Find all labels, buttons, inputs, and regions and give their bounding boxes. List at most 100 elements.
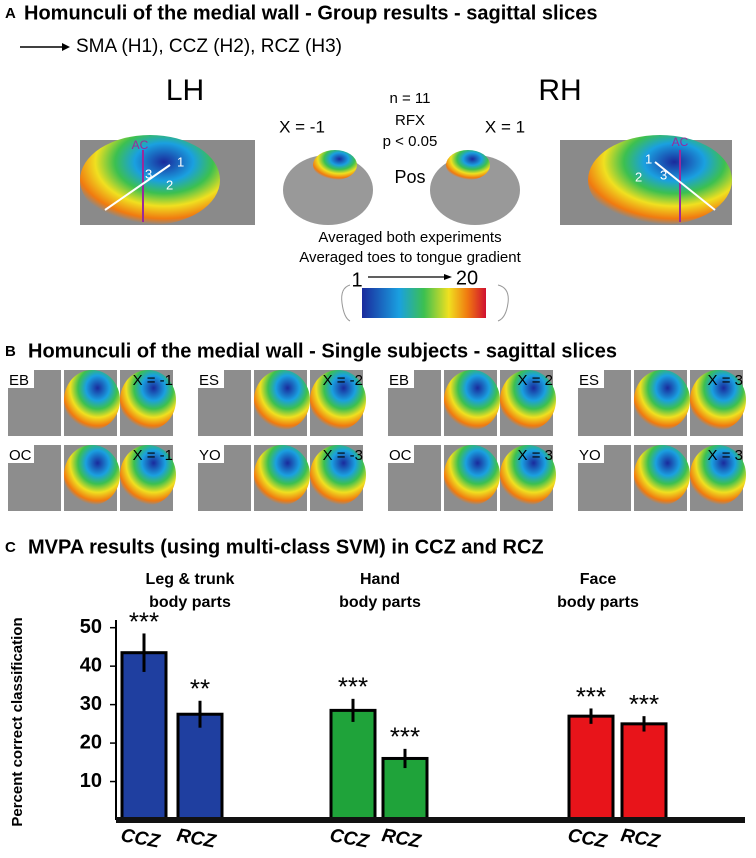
bar (176, 712, 224, 822)
arrow-number: 2 (635, 169, 642, 184)
activation (634, 445, 690, 505)
subject-label: ES (579, 372, 599, 389)
label-bg (388, 370, 414, 388)
activation (446, 150, 490, 180)
subject-label: YO (199, 447, 221, 464)
y-tick-label: 10 (80, 770, 102, 792)
panel-letter: C (5, 539, 16, 556)
stat: RFX (395, 112, 425, 129)
scale-max: 20 (456, 267, 478, 289)
arrow-number: 1 (645, 151, 652, 166)
significance: *** (629, 689, 659, 719)
bar (620, 722, 668, 822)
activation (254, 445, 310, 505)
significance: *** (390, 722, 420, 752)
color-scale (362, 288, 486, 318)
activation (310, 370, 366, 430)
activation (588, 135, 732, 225)
activation (310, 445, 366, 505)
panel-letter: A (5, 5, 16, 22)
stat: p < 0.05 (383, 133, 438, 150)
stat: n = 11 (389, 90, 430, 107)
arrow-number: 1 (177, 154, 184, 169)
ac-label: AC (132, 138, 149, 152)
panel-letter: B (5, 343, 16, 360)
slice-label: X = -1 (133, 447, 173, 464)
activation (254, 370, 310, 430)
subject-label: ES (199, 372, 219, 389)
label-bg (388, 445, 414, 463)
foot-icon (341, 284, 351, 322)
group-label: Hand (360, 571, 400, 588)
slice-label: X = -1 (279, 117, 325, 136)
x-tick-label: CCZ (119, 825, 162, 853)
activation (64, 370, 120, 430)
bar (567, 714, 615, 822)
label-bg (198, 445, 224, 463)
x-tick-label: RCZ (380, 825, 423, 853)
x-tick-label: CCZ (328, 825, 371, 853)
caption: Averaged both experiments (318, 229, 501, 246)
activation (120, 445, 176, 505)
bar-chart: 10 20 30 40 50 *** CCZ ** RCZ *** CCZ *** RCZ *** CCZ *… (80, 571, 745, 853)
x-tick-label: CCZ (566, 825, 609, 853)
activation (444, 370, 500, 430)
subject-label: EB (9, 372, 29, 389)
panel-title: Homunculi of the medial wall - Group res… (24, 2, 597, 24)
slice-label: X = -1 (133, 372, 173, 389)
arrow-number: 3 (145, 166, 152, 181)
arrow-head (62, 43, 70, 51)
activation (690, 445, 746, 505)
y-tick-label: 20 (80, 731, 102, 753)
hemisphere-label: RH (538, 74, 581, 107)
label-bg (8, 370, 34, 388)
significance: *** (338, 672, 368, 702)
group-label: Face (580, 571, 617, 588)
slice-label: X = 3 (708, 447, 743, 464)
bar (120, 651, 168, 822)
x-tick-label: RCZ (175, 825, 218, 853)
x-tick-label: RCZ (619, 825, 662, 853)
y-tick-label: 40 (80, 654, 102, 676)
activation (634, 370, 690, 430)
group-label: body parts (339, 594, 421, 611)
arrow (654, 161, 716, 211)
group-label: body parts (557, 594, 639, 611)
slice-label: X = 3 (708, 372, 743, 389)
slice-label: X = -2 (323, 372, 363, 389)
subject-label: OC (389, 447, 412, 464)
activation (500, 445, 556, 505)
activation (444, 445, 500, 505)
arrow-number: 3 (660, 167, 667, 182)
significance: *** (129, 606, 159, 636)
activation (313, 150, 357, 180)
caption: Averaged toes to tongue gradient (299, 249, 521, 266)
label-bg (578, 370, 604, 388)
legend-text: SMA (H1), CCZ (H2), RCZ (H3) (76, 36, 342, 57)
activation (120, 370, 176, 430)
group-label: body parts (149, 594, 231, 611)
slice-label: X = 3 (518, 447, 553, 464)
subject-grid: EB X = -1 ES X = -2 EB X = 2 ES X = 3 OC X = -1 YO… (8, 370, 746, 511)
panel-title: Homunculi of the medial wall - Single su… (28, 340, 617, 362)
ac-label: AC (672, 135, 689, 149)
scale-min: 1 (351, 269, 362, 291)
significance: *** (576, 681, 606, 711)
y-axis-label: Percent correct classification (9, 617, 26, 826)
arrow-number: 2 (166, 177, 173, 192)
bar (381, 756, 429, 822)
subject-label: OC (9, 447, 32, 464)
slice-label: X = 1 (485, 117, 525, 136)
bar (329, 708, 377, 822)
label-bg (578, 445, 604, 463)
arrow (104, 164, 171, 211)
hemisphere-label: LH (166, 74, 204, 107)
label-bg (8, 445, 34, 463)
activation (690, 370, 746, 430)
y-tick-label: 30 (80, 693, 102, 715)
label-bg (198, 370, 224, 388)
activation (500, 370, 556, 430)
pos-label: Pos (394, 167, 425, 187)
subject-label: YO (579, 447, 601, 464)
